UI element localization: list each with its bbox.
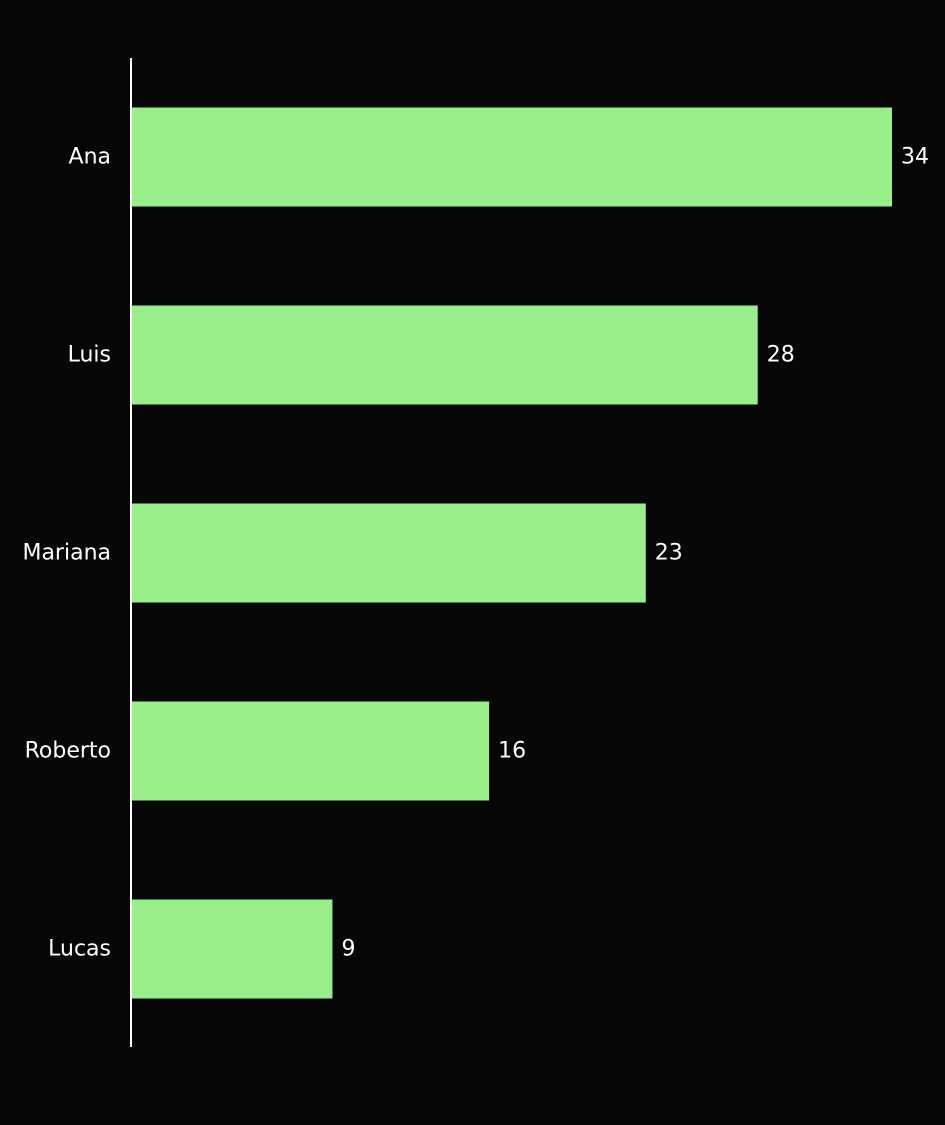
value-label-mariana: 23 [655, 541, 683, 566]
category-labels-group: Ana Luis Mariana Roberto Lucas [22, 145, 111, 962]
value-label-ana: 34 [901, 145, 929, 170]
bar-roberto [131, 701, 490, 801]
category-label-lucas: Lucas [48, 937, 111, 962]
value-label-luis: 28 [767, 343, 795, 368]
value-label-roberto: 16 [498, 739, 526, 764]
category-label-ana: Ana [69, 145, 111, 170]
category-label-luis: Luis [68, 343, 111, 368]
bar-lucas [131, 899, 333, 999]
value-labels-group: 34 28 23 16 9 [341, 145, 929, 962]
category-label-mariana: Mariana [22, 541, 111, 566]
bar-mariana [131, 503, 646, 603]
bar-ana [131, 107, 892, 207]
bars-group [131, 107, 892, 999]
category-label-roberto: Roberto [25, 739, 111, 764]
bar-luis [131, 305, 758, 405]
value-label-lucas: 9 [341, 937, 355, 962]
